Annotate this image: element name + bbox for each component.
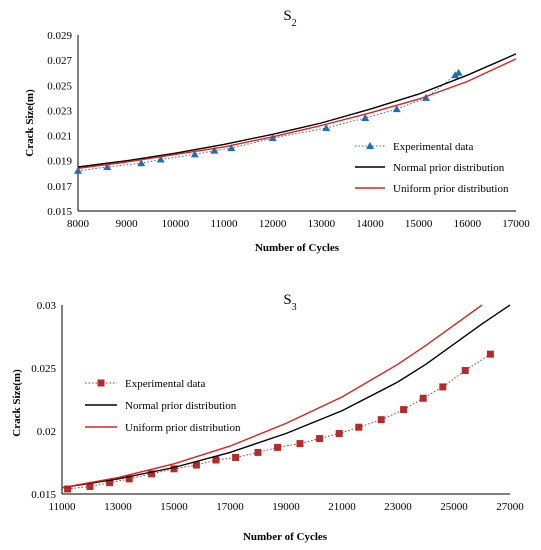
- y-tick-label: 0.019: [47, 156, 72, 168]
- y-tick-label: 0.02: [37, 426, 56, 438]
- series-group: [74, 53, 517, 174]
- legend-label: Normal prior distribution: [393, 162, 505, 174]
- x-tick-label: 13000: [104, 501, 132, 513]
- x-tick-label: 25000: [440, 501, 468, 513]
- data-point: [137, 159, 146, 167]
- data-point: [316, 435, 324, 443]
- y-tick-labels: 0.015 0.017 0.019 0.021 0.023 0.025 0.027 0.029: [47, 30, 72, 218]
- legend-label: Experimental data: [393, 141, 473, 153]
- data-point: [439, 383, 447, 391]
- data-point: [170, 465, 178, 473]
- data-point: [461, 367, 469, 375]
- x-axis-label: Number of Cycles: [255, 242, 340, 254]
- x-tick-labels: 8000 9000 10000 11000 12000 13000 14000 15000 16…: [67, 218, 530, 230]
- data-point: [486, 350, 494, 358]
- y-axis-label: Crack Size(m): [11, 369, 23, 437]
- data-point: [86, 482, 94, 490]
- x-tick-label: 11000: [48, 501, 76, 513]
- series-line-1: [77, 53, 517, 168]
- legend-label: Normal prior distribution: [125, 400, 237, 412]
- data-point: [400, 406, 408, 414]
- legend-marker: [366, 142, 374, 149]
- data-point: [419, 394, 427, 402]
- data-point: [232, 453, 240, 461]
- data-point: [74, 166, 82, 174]
- data-point: [212, 456, 220, 464]
- series-group: [61, 304, 511, 493]
- chart-title: S2: [283, 8, 296, 29]
- data-point: [355, 423, 363, 431]
- legend-marker: [97, 379, 105, 387]
- y-axis-label: Crack Size(m): [24, 89, 36, 157]
- data-point: [421, 93, 430, 101]
- y-tick-label: 0.03: [37, 300, 57, 312]
- legend-label: Uniform prior distribution: [393, 183, 509, 195]
- data-point: [268, 134, 277, 142]
- x-tick-labels: 11000 13000 15000 17000 19000 21000 23000 25000…: [48, 501, 524, 513]
- y-tick-label: 0.021: [47, 131, 72, 143]
- data-point: [103, 163, 112, 170]
- x-tick-label: 27000: [496, 501, 524, 513]
- x-tick-label: 14000: [356, 218, 384, 230]
- x-tick-label: 17000: [216, 501, 244, 513]
- x-tick-label: 15000: [160, 501, 188, 513]
- data-point: [392, 105, 401, 113]
- y-tick-label: 0.015: [47, 206, 72, 218]
- data-point: [322, 124, 331, 132]
- y-tick-label: 0.017: [47, 181, 72, 193]
- series-line-2: [61, 304, 483, 489]
- chart-title: S3: [283, 292, 296, 313]
- chart-s3: S3 0.015 0.02 0.025 0.03 11000 13000 15000 170…: [11, 292, 524, 543]
- x-tick-label: 13000: [308, 218, 336, 230]
- x-tick-label: 21000: [328, 501, 356, 513]
- legend-label: Experimental data: [125, 378, 205, 390]
- x-tick-label: 19000: [272, 501, 300, 513]
- y-tick-label: 0.023: [47, 105, 72, 117]
- data-point: [210, 146, 219, 154]
- x-tick-label: 15000: [405, 218, 433, 230]
- x-axis-label: Number of Cycles: [243, 531, 328, 543]
- data-point: [156, 155, 165, 163]
- data-point: [64, 485, 72, 493]
- y-tick-label: 0.015: [31, 489, 56, 501]
- data-point: [125, 475, 133, 483]
- data-point: [335, 430, 343, 438]
- x-tick-label: 16000: [454, 218, 482, 230]
- legend: Experimental data Normal prior distributi…: [355, 141, 509, 195]
- data-point: [106, 479, 114, 487]
- x-tick-label: 8000: [67, 218, 90, 230]
- data-point: [454, 68, 463, 76]
- series-line-2: [77, 58, 517, 169]
- y-tick-label: 0.025: [31, 363, 56, 375]
- y-tick-labels: 0.015 0.02 0.025 0.03: [31, 300, 56, 501]
- x-tick-label: 12000: [259, 218, 287, 230]
- series-line-1: [61, 304, 511, 489]
- series-line-0: [77, 72, 459, 172]
- data-point: [148, 470, 156, 478]
- data-point: [227, 144, 236, 152]
- y-tick-label: 0.025: [47, 80, 72, 92]
- x-tick-label: 9000: [116, 218, 139, 230]
- data-point: [274, 443, 282, 451]
- data-point: [296, 440, 304, 448]
- y-tick-label: 0.027: [47, 55, 72, 67]
- data-point: [192, 461, 200, 469]
- data-point: [254, 448, 262, 456]
- legend-label: Uniform prior distribution: [125, 422, 241, 434]
- legend: Experimental data Normal prior distributi…: [85, 378, 241, 434]
- x-tick-label: 11000: [210, 218, 238, 230]
- x-tick-label: 23000: [384, 501, 412, 513]
- x-tick-label: 10000: [162, 218, 190, 230]
- data-point: [361, 113, 370, 121]
- data-point: [190, 150, 199, 158]
- y-tick-label: 0.029: [47, 30, 72, 42]
- chart-s2: S2 0.0150.0170.0190.0210.0230.0250.0270.…: [24, 8, 530, 254]
- data-point: [377, 416, 385, 424]
- x-tick-label: 17000: [502, 218, 530, 230]
